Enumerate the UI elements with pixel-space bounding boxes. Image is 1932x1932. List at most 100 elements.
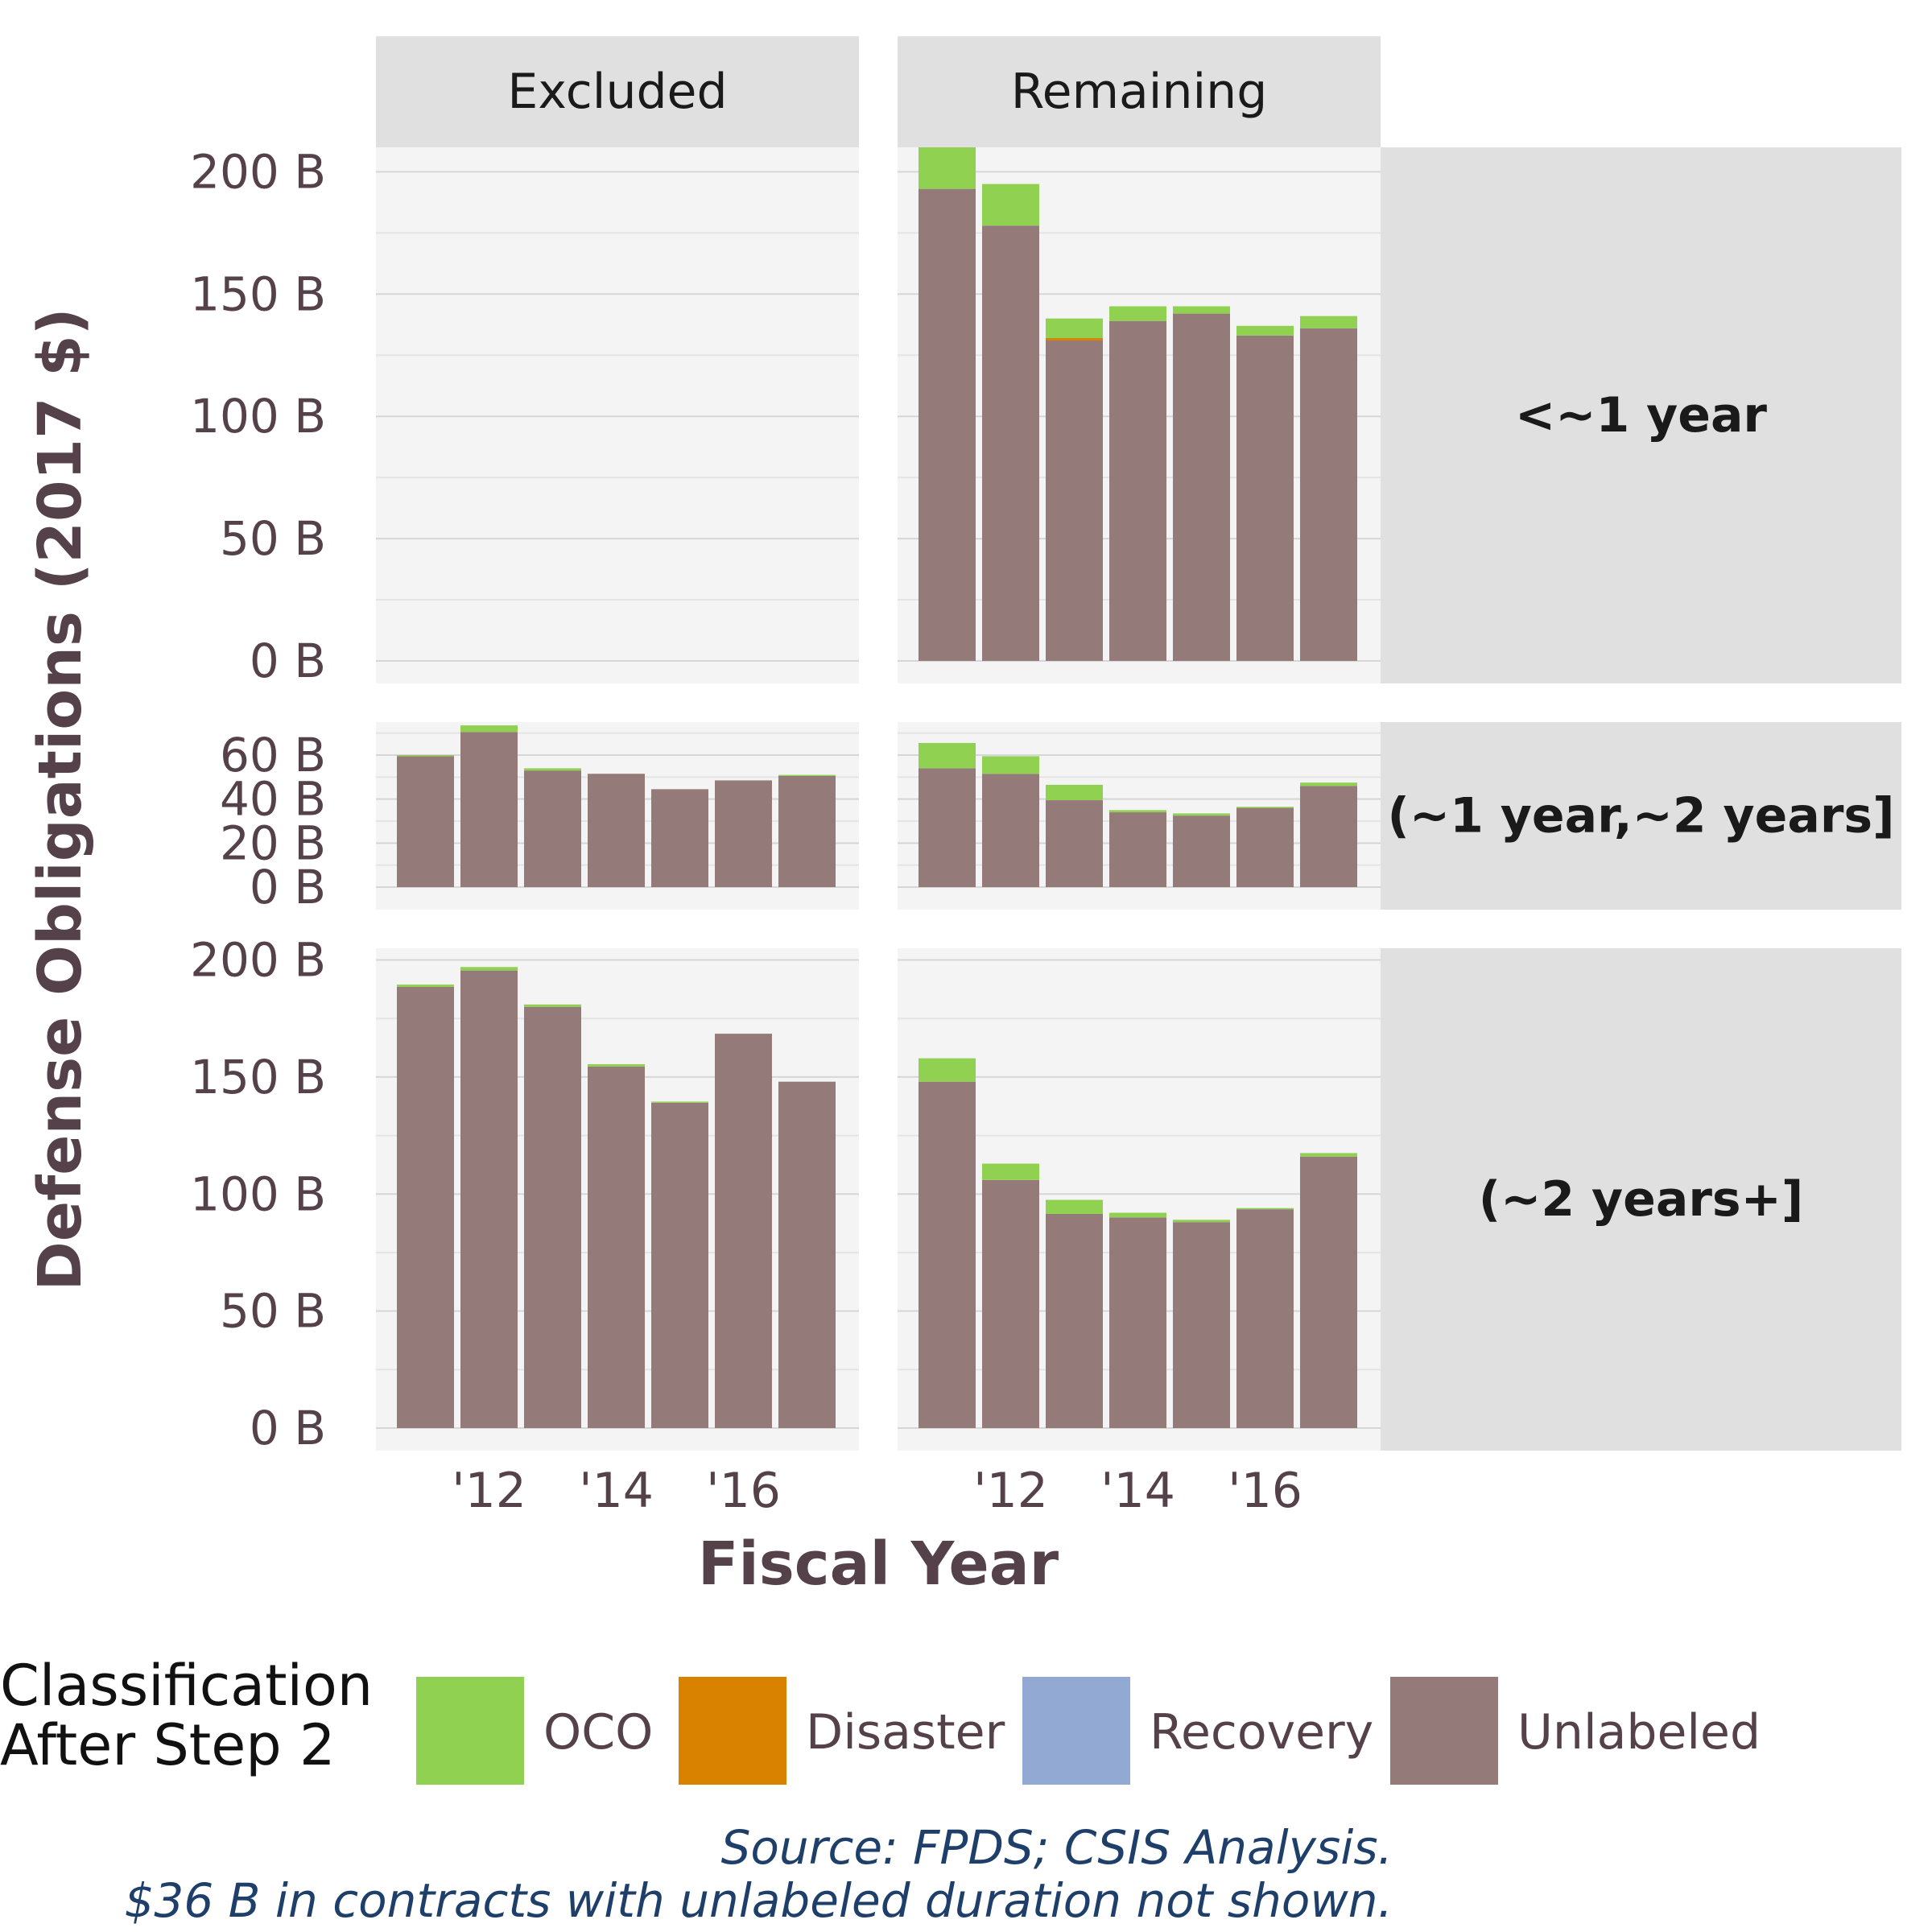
caption-line: $36 B in contracts with unlabeled durati… xyxy=(125,1873,1393,1928)
bar-oco xyxy=(524,1004,581,1007)
y-tick-label: 50 B xyxy=(220,1284,326,1339)
legend-title: After Step 2 xyxy=(0,1712,336,1778)
bar-unlabeled xyxy=(651,1102,708,1428)
bar-oco xyxy=(1300,316,1357,328)
bar-unlabeled xyxy=(715,1034,772,1428)
bar-oco xyxy=(1300,782,1357,786)
y-tick-label: 40 B xyxy=(220,772,326,827)
legend-key-recovery xyxy=(1022,1677,1130,1785)
bar-oco xyxy=(919,147,976,189)
bar-unlabeled xyxy=(778,775,836,887)
y-tick-label: 100 B xyxy=(190,389,326,444)
bar-unlabeled xyxy=(1300,1156,1357,1428)
y-tick-label: 200 B xyxy=(190,144,326,199)
bar-oco xyxy=(1109,1212,1166,1218)
bar-unlabeled xyxy=(919,188,976,662)
bar-unlabeled xyxy=(1173,1222,1230,1428)
bar-oco xyxy=(397,985,454,987)
bar-oco xyxy=(397,755,454,757)
x-tick-label: '12 xyxy=(452,1463,526,1519)
bar-unlabeled xyxy=(1046,800,1103,887)
row-strip xyxy=(1381,147,1901,683)
legend-label: OCO xyxy=(543,1704,653,1761)
bar-unlabeled xyxy=(1236,335,1294,661)
bar-unlabeled xyxy=(397,986,454,1428)
bar-oco xyxy=(919,1058,976,1082)
bar-oco xyxy=(982,1163,1039,1180)
bar-unlabeled xyxy=(919,1081,976,1428)
y-tick-label: 0 B xyxy=(250,634,326,688)
x-tick-label: '16 xyxy=(706,1463,781,1519)
legend-key-unlabeled xyxy=(1390,1677,1498,1785)
y-tick-label: 0 B xyxy=(250,1401,326,1455)
bar-unlabeled xyxy=(1046,341,1103,661)
bar-oco xyxy=(1173,1220,1230,1223)
bar-oco xyxy=(460,725,518,733)
bar-unlabeled xyxy=(1173,815,1230,887)
bar-oco xyxy=(778,774,836,776)
bar-oco xyxy=(1046,1199,1103,1214)
legend-label: Disaster xyxy=(806,1704,1005,1761)
x-tick-label: '12 xyxy=(973,1463,1048,1519)
column-strip-remaining xyxy=(898,36,1381,147)
bar-oco xyxy=(588,1063,645,1067)
bar-unlabeled xyxy=(1109,812,1166,887)
bar-oco xyxy=(982,756,1039,774)
row-strip-label: (~1 year,~2 years] xyxy=(1387,788,1894,844)
column-strip-label: Excluded xyxy=(507,64,727,120)
bar-disaster xyxy=(1046,337,1103,341)
y-tick-label: 0 B xyxy=(250,860,326,914)
bar-unlabeled xyxy=(1300,786,1357,887)
bar-oco xyxy=(1173,813,1230,816)
bar-unlabeled xyxy=(524,770,581,887)
y-tick-label: 60 B xyxy=(220,728,326,782)
bar-unlabeled xyxy=(524,1006,581,1428)
bar-unlabeled xyxy=(588,1066,645,1428)
bar-unlabeled xyxy=(460,732,518,887)
y-tick-label: 20 B xyxy=(220,815,326,870)
y-tick-label: 150 B xyxy=(190,266,326,321)
y-tick-label: 100 B xyxy=(190,1166,326,1221)
bar-oco xyxy=(651,1101,708,1103)
bar-oco xyxy=(1173,306,1230,314)
bar-unlabeled xyxy=(715,780,772,887)
x-tick-label: '14 xyxy=(1100,1463,1175,1519)
bar-unlabeled xyxy=(1046,1213,1103,1428)
caption-line: Source: FPDS; CSIS Analysis. xyxy=(721,1820,1393,1875)
bar-oco xyxy=(982,184,1039,226)
x-tick-label: '14 xyxy=(579,1463,654,1519)
bar-oco xyxy=(919,742,976,769)
x-tick-label: '16 xyxy=(1228,1463,1302,1519)
bar-unlabeled xyxy=(1109,320,1166,661)
row-strip xyxy=(1381,948,1901,1451)
bar-unlabeled xyxy=(982,774,1039,887)
row-strip xyxy=(1381,722,1901,910)
bar-unlabeled xyxy=(919,768,976,887)
y-tick-label: 50 B xyxy=(220,511,326,566)
bar-oco xyxy=(1236,1208,1294,1210)
bar-oco xyxy=(1046,784,1103,801)
column-strip-excluded xyxy=(376,36,859,147)
bar-oco xyxy=(1300,1153,1357,1157)
bar-unlabeled xyxy=(982,1179,1039,1428)
bar-unlabeled xyxy=(1236,807,1294,887)
x-axis-title: Fiscal Year xyxy=(698,1530,1059,1599)
bar-unlabeled xyxy=(778,1081,836,1428)
legend-label: Recovery xyxy=(1150,1704,1373,1761)
bar-unlabeled xyxy=(397,756,454,887)
column-strip-label: Remaining xyxy=(1011,64,1268,120)
bar-unlabeled xyxy=(588,774,645,887)
bar-unlabeled xyxy=(1109,1217,1166,1428)
bar-unlabeled xyxy=(1236,1209,1294,1428)
bar-unlabeled xyxy=(1173,313,1230,661)
row-strip-label: <~1 year xyxy=(1515,387,1767,444)
bar-unlabeled xyxy=(982,225,1039,661)
panel-background xyxy=(376,147,859,683)
bar-unlabeled xyxy=(460,970,518,1428)
bar-oco xyxy=(1236,325,1294,336)
y-tick-label: 200 B xyxy=(190,933,326,988)
y-axis-title: Defense Obligations (2017 $) xyxy=(26,308,95,1290)
bar-oco xyxy=(1109,306,1166,321)
bar-oco xyxy=(460,967,518,971)
